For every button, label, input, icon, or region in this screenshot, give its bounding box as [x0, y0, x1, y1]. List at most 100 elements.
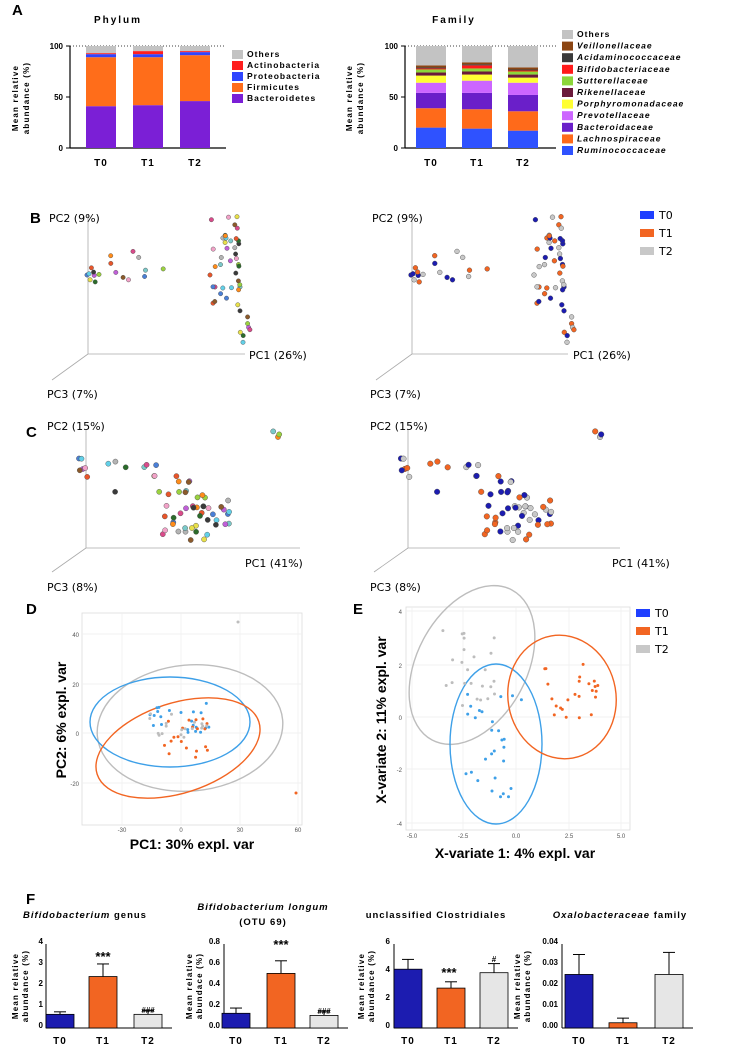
f4-xtick-t1: T1 — [616, 1036, 630, 1047]
pcoa-b-left-point — [212, 264, 218, 269]
e-point — [475, 697, 479, 701]
pcoa-b-left-point — [234, 225, 240, 231]
f4-title: Oxalobacteraceae family — [553, 910, 687, 921]
phylum-legend-label-actinobacteria: Actinobacteria — [247, 60, 320, 70]
pcoa-b-left-point — [207, 272, 213, 278]
e-point — [590, 689, 594, 692]
pcoa-b-left-point — [126, 277, 131, 283]
f3-bar-t1 — [436, 987, 466, 1029]
phylum-ytick-100: 100 — [50, 42, 64, 51]
d-point — [205, 748, 209, 752]
e-point — [577, 716, 581, 720]
pcoa-b-right-point — [556, 251, 563, 257]
e-point — [479, 698, 483, 702]
e-point — [490, 728, 494, 732]
d-point — [179, 733, 183, 737]
pcoa-c-left-point — [162, 527, 168, 534]
pcoa-c-right-point — [485, 502, 492, 509]
d-point — [201, 717, 205, 721]
e-point — [566, 698, 570, 702]
phylum-bar-t2-others — [180, 46, 210, 52]
pcoa-c-right-point — [516, 494, 523, 501]
pcoa-b-right-point — [559, 302, 565, 308]
e-point — [444, 684, 448, 687]
phylum-xtick-t2: T2 — [188, 158, 202, 169]
pcoa-b-right-point — [547, 295, 554, 301]
legend-e-t2-label: T2 — [654, 643, 669, 656]
pcoa-c-right-point — [519, 512, 526, 519]
pcoa-b-right-point — [551, 258, 558, 264]
family-bar-t0-rikenellaceae — [416, 72, 446, 76]
d-point — [183, 727, 187, 731]
legend-e-t1-swatch — [636, 627, 650, 635]
e-ytick-4: 4 — [399, 610, 403, 616]
pcoa-c-left-point — [163, 502, 170, 509]
pcoa-c-right-point — [434, 488, 441, 495]
pcoa-b-right-point — [549, 214, 556, 220]
f2-xtick-t0: T0 — [229, 1036, 243, 1047]
e-point — [593, 685, 597, 688]
legend-t2-swatch — [640, 247, 654, 255]
panel-label-f: F — [26, 891, 35, 908]
family-legend-swatch-lachnospiraceae — [562, 134, 573, 144]
pcoa-c-right-point — [548, 508, 555, 515]
pcoa-b-right-point — [548, 245, 554, 251]
f3-xtick-t1: T1 — [444, 1036, 458, 1047]
phylum-chart: Mean relative abundance (%) 100 50 0 T0 … — [11, 42, 320, 169]
d-ytick-neg20: -20 — [70, 782, 79, 788]
e-point — [493, 776, 497, 780]
pcoa-b-right-point — [449, 277, 456, 283]
phylum-bar-t0-bacteroidetes — [86, 106, 116, 148]
pcoa-b-left-point — [226, 214, 231, 220]
plsda-e: 4 2 0 -2 -4 -5.0 -2.5 0.0 2.5 5.0 X-vari… — [373, 584, 631, 861]
d-point — [186, 728, 190, 732]
d-point — [194, 755, 198, 759]
pcoa-b-right-point — [564, 333, 570, 339]
pcoa-b-left-point — [227, 258, 233, 264]
f1-ytick-1: 1 — [39, 1000, 44, 1009]
family-bar-t1-others — [462, 46, 492, 63]
pcoa-b-right-point — [558, 225, 564, 231]
pcoa-b-left-point — [86, 271, 92, 277]
d-point — [176, 735, 180, 739]
family-bar-t1-prevotellaceae — [462, 80, 492, 93]
f3-chart: Mean relative abundance (%) 6 4 2 0 *** … — [357, 937, 518, 1047]
pcoa-c-right-point — [527, 505, 534, 512]
d-point — [199, 711, 203, 715]
phylum-bar-t0-firmicutes — [86, 57, 116, 107]
pcoa-b-left-point — [92, 279, 98, 285]
pcoa-b-left-point — [237, 329, 243, 335]
pcoa-b-right-point — [558, 214, 564, 220]
e-point — [477, 709, 481, 712]
f1-title-italic: Bifidobacterium — [23, 910, 110, 921]
phylum-legend-swatch-bacteroidetes — [232, 94, 243, 103]
pcoa-c-right-point — [526, 516, 533, 523]
d-point — [149, 712, 152, 716]
d-point — [179, 711, 183, 714]
e-point — [578, 675, 582, 679]
e-point — [511, 694, 514, 698]
f2-ytick-0.6: 0.6 — [209, 958, 221, 967]
legend-e-t2-swatch — [636, 645, 650, 653]
e-point — [552, 713, 556, 717]
pcoa-c-right-point — [509, 537, 516, 544]
e-point — [493, 692, 496, 696]
e-xtick-neg5: -5.0 — [407, 834, 418, 840]
pcoa-b-left-point — [87, 277, 93, 283]
panel-label-e: E — [353, 601, 363, 618]
d-point — [156, 731, 160, 735]
pcoa-b-right-point — [557, 236, 563, 242]
pcoa-c-right: PC2 (15%) PC1 (41%) PC3 (8%) — [370, 420, 670, 594]
e-point — [490, 752, 494, 756]
pcoa-c-left-point — [165, 491, 172, 498]
f2-xtick-t1: T1 — [274, 1036, 288, 1047]
pcoa-b-left-point — [237, 308, 243, 314]
d-ytick-40: 40 — [72, 633, 79, 639]
family-bar-t0-veillonellaceae — [416, 65, 446, 68]
e-point — [472, 655, 476, 659]
d-point — [164, 721, 168, 725]
pcoa-c-left-point — [153, 462, 159, 468]
e-point — [497, 729, 501, 733]
e-point — [483, 668, 487, 672]
pcoa-b-left-point — [229, 285, 234, 291]
